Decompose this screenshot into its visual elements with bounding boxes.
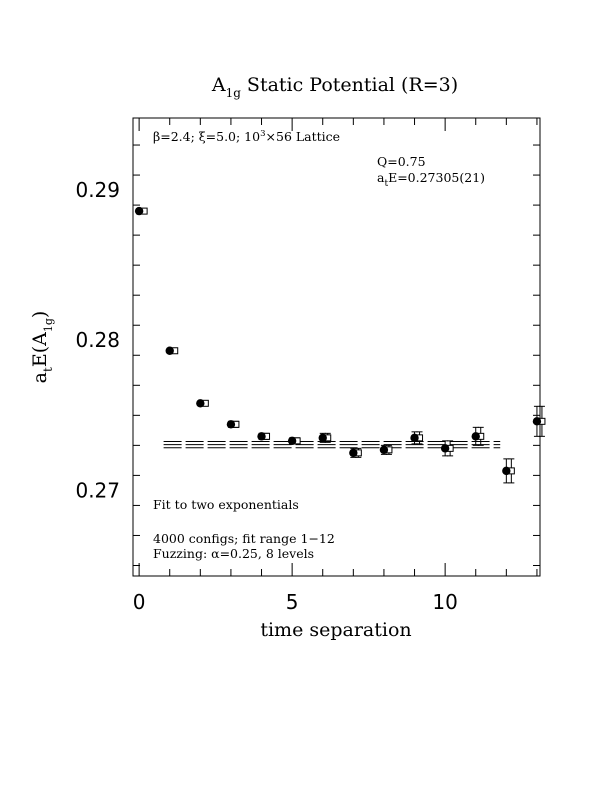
data-point-circle xyxy=(318,433,327,443)
chart-title-rest: Static Potential (R=3) xyxy=(241,74,458,96)
data-point-circle xyxy=(440,444,450,453)
data-point-circle xyxy=(287,436,297,446)
chart-title-main: A xyxy=(211,74,226,96)
y-axis-label-t-sub: t xyxy=(41,367,55,372)
data-point-circle xyxy=(196,399,205,408)
x-tick-label-5: 5 xyxy=(286,590,299,614)
y-axis-label-1g-sub: 1g xyxy=(42,318,55,332)
annotation-lattice-beta: β=2.4; ξ=5.0; 10 xyxy=(153,129,260,144)
annotation-lattice: β=2.4; ξ=5.0; 103×56 Lattice xyxy=(153,129,340,144)
annotation-energy-a: a xyxy=(377,170,385,185)
data-point-circle xyxy=(410,433,419,443)
annotation-fit: Fit to two exponentials xyxy=(153,497,299,512)
data-point-circle xyxy=(226,420,236,429)
chart-title-subscript: 1g xyxy=(226,86,242,100)
annotation-lattice-rest: ×56 Lattice xyxy=(266,129,341,144)
y-axis-label-a: a xyxy=(29,372,51,383)
data-point-circle xyxy=(134,206,144,216)
y-axis-label-energy: E(A xyxy=(29,332,51,367)
axis-ticks xyxy=(133,118,540,576)
y-tick-label-027: 0.27 xyxy=(75,478,120,502)
data-point-circle xyxy=(165,346,174,355)
x-axis-label: time separation xyxy=(260,619,411,641)
annotation-lattice-exp: 3 xyxy=(260,129,265,139)
data-point-circle xyxy=(349,448,358,458)
annotation-configs: 4000 configs; fit range 1−12 xyxy=(153,531,335,546)
annotation-q: Q=0.75 xyxy=(377,154,426,169)
data-point-circle xyxy=(379,445,389,455)
y-tick-label-028: 0.28 xyxy=(75,328,120,352)
y-axis-label: atE(A1g) xyxy=(29,311,55,384)
data-point-circle xyxy=(532,417,542,426)
annotation-fuzzing: Fuzzing: α=0.25, 8 levels xyxy=(153,546,314,561)
annotation-energy: atE=0.27305(21) xyxy=(377,170,485,189)
annotation-energy-rest: E=0.27305(21) xyxy=(388,170,485,185)
data-point-circle xyxy=(471,432,480,441)
chart-title: A1g Static Potential (R=3) xyxy=(211,74,458,100)
x-tick-label-10: 10 xyxy=(432,590,457,614)
annotation-energy-t-sub: t xyxy=(384,179,388,189)
data-point-circle xyxy=(257,432,266,441)
x-tick-label-0: 0 xyxy=(133,590,146,614)
y-tick-label-029: 0.29 xyxy=(75,178,120,202)
plot-frame xyxy=(132,117,541,577)
data-points xyxy=(134,206,546,484)
data-point-circle xyxy=(502,466,511,476)
y-axis-label-close: ) xyxy=(29,311,51,318)
